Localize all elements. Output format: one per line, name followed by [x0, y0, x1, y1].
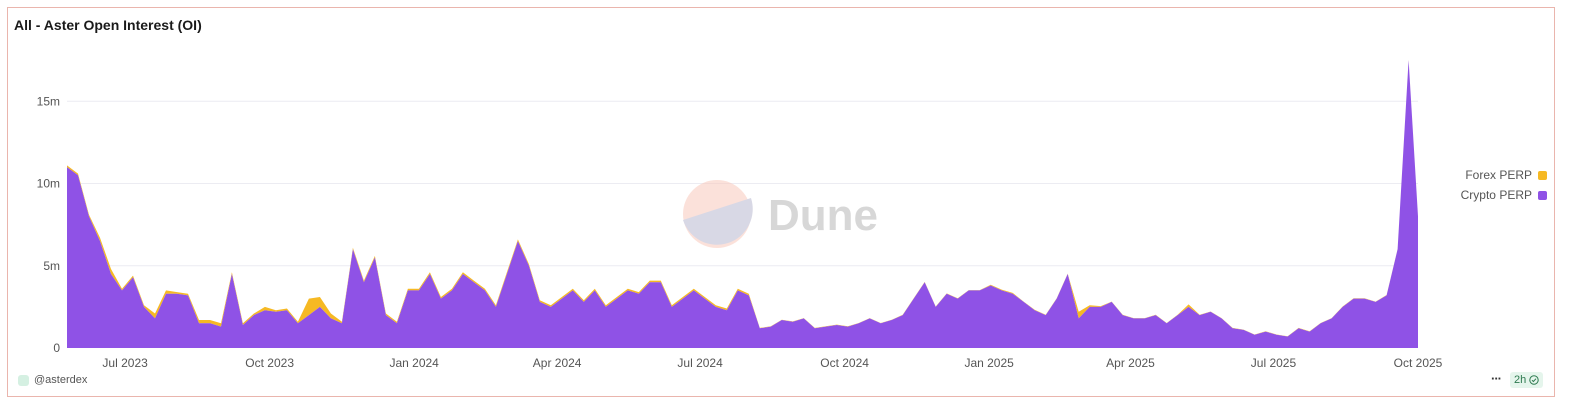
legend-label: Forex PERP: [1465, 168, 1532, 182]
chart-title: All - Aster Open Interest (OI): [14, 17, 202, 33]
x-tick-label: Oct 2025: [1394, 356, 1443, 370]
crypto-swatch-icon: [1538, 190, 1547, 200]
y-tick-label: 0: [53, 341, 60, 355]
owner-link[interactable]: @asterdex: [18, 374, 87, 386]
y-tick-label: 10m: [37, 177, 60, 191]
y-axis: 0 5m 10m 15m: [37, 94, 61, 355]
x-tick-label: Jul 2024: [677, 356, 723, 370]
x-tick-label: Oct 2024: [820, 356, 869, 370]
chart-card: [7, 7, 1555, 397]
y-tick-label: 15m: [37, 94, 60, 108]
legend-item-forex[interactable]: Forex PERP: [1461, 165, 1547, 185]
y-tick-label: 5m: [43, 259, 60, 273]
gridlines: [67, 100, 1418, 267]
avatar: [18, 374, 29, 386]
more-options-button[interactable]: ···: [1491, 371, 1502, 386]
x-tick-label: Jul 2023: [102, 356, 148, 370]
legend: Forex PERP Crypto PERP: [1461, 165, 1547, 205]
refresh-badge[interactable]: 2h: [1510, 372, 1544, 388]
x-tick-label: Jul 2025: [1251, 356, 1297, 370]
check-circle-icon: [1529, 375, 1539, 385]
legend-item-crypto[interactable]: Crypto PERP: [1461, 185, 1547, 205]
dune-logo-lower: [683, 198, 753, 245]
dune-watermark-text: Dune: [768, 191, 878, 240]
x-tick-label: Jan 2025: [964, 356, 1014, 370]
x-tick-label: Apr 2024: [533, 356, 582, 370]
x-tick-label: Apr 2025: [1106, 356, 1155, 370]
refresh-time: 2h: [1514, 374, 1527, 386]
owner-handle: @asterdex: [34, 374, 88, 386]
x-tick-label: Jan 2024: [389, 356, 439, 370]
dune-watermark: Dune: [683, 180, 878, 248]
x-tick-label: Oct 2023: [245, 356, 294, 370]
x-axis: Jul 2023 Oct 2023 Jan 2024 Apr 2024 Jul 2024…: [102, 356, 1442, 370]
forex-swatch-icon: [1538, 170, 1547, 180]
legend-label: Crypto PERP: [1460, 188, 1532, 202]
